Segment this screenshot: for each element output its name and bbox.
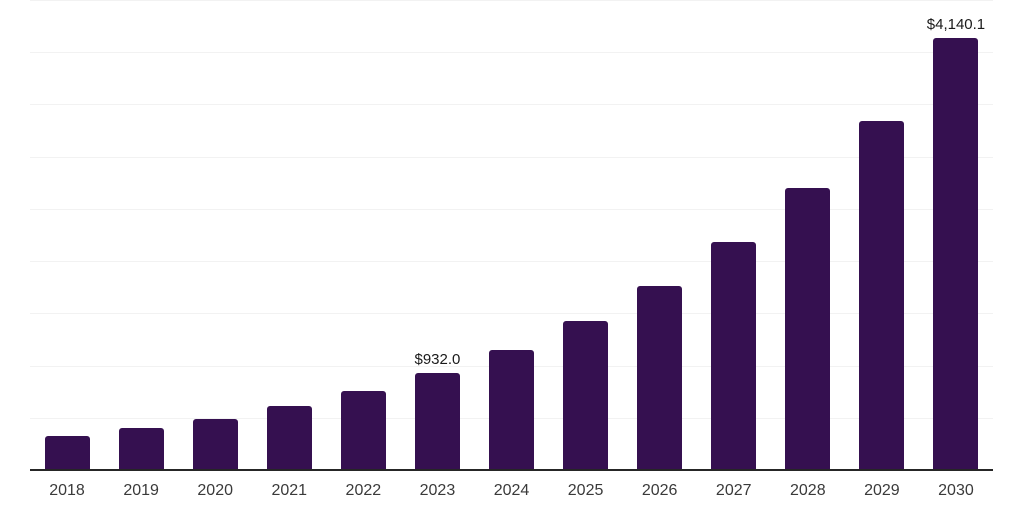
x-tick-label-2028: 2028 xyxy=(790,482,826,499)
bar-value-label-2030: $4,140.1 xyxy=(926,16,986,33)
bar-2030 xyxy=(933,38,979,470)
x-tick-label-2026: 2026 xyxy=(641,482,678,499)
bar-2029 xyxy=(859,121,905,470)
y-gridline-4500 xyxy=(30,0,993,1)
plot-area: $932.0 $4,140.1 xyxy=(30,0,993,470)
x-tick-label-2029: 2029 xyxy=(864,482,900,499)
y-gridline-2500 xyxy=(30,209,993,210)
y-gridline-2000 xyxy=(30,261,993,262)
x-tick-label-2020: 2020 xyxy=(197,482,233,499)
bar-2019 xyxy=(118,428,164,470)
x-tick-label-2022: 2022 xyxy=(345,482,382,499)
y-gridline-4000 xyxy=(30,52,993,53)
bar-2028 xyxy=(785,188,831,470)
bar-2018 xyxy=(44,436,90,470)
x-tick-label-2018: 2018 xyxy=(49,482,85,499)
bar-2023 xyxy=(414,373,460,470)
y-gridline-3500 xyxy=(30,104,993,105)
x-tick-label-2021: 2021 xyxy=(271,482,308,499)
x-tick-label-2023: 2023 xyxy=(419,482,456,499)
y-gridline-3000 xyxy=(30,157,993,158)
x-tick-label-2027: 2027 xyxy=(715,482,752,499)
x-tick-label-2019: 2019 xyxy=(123,482,159,499)
x-tick-label-2030: 2030 xyxy=(938,482,974,499)
bar-2020 xyxy=(192,419,238,470)
x-tick-label-2025: 2025 xyxy=(567,482,604,499)
bar-2026 xyxy=(637,286,683,470)
bar-2025 xyxy=(563,321,609,470)
x-axis-line xyxy=(30,469,993,471)
bar-2021 xyxy=(266,406,312,470)
x-tick-label-2024: 2024 xyxy=(493,482,530,499)
bar-2022 xyxy=(340,391,386,470)
bar-2027 xyxy=(711,242,757,470)
bar-2024 xyxy=(489,350,534,470)
bar-value-label-2023: $932.0 xyxy=(414,351,461,368)
y-gridline-1500 xyxy=(30,313,993,314)
